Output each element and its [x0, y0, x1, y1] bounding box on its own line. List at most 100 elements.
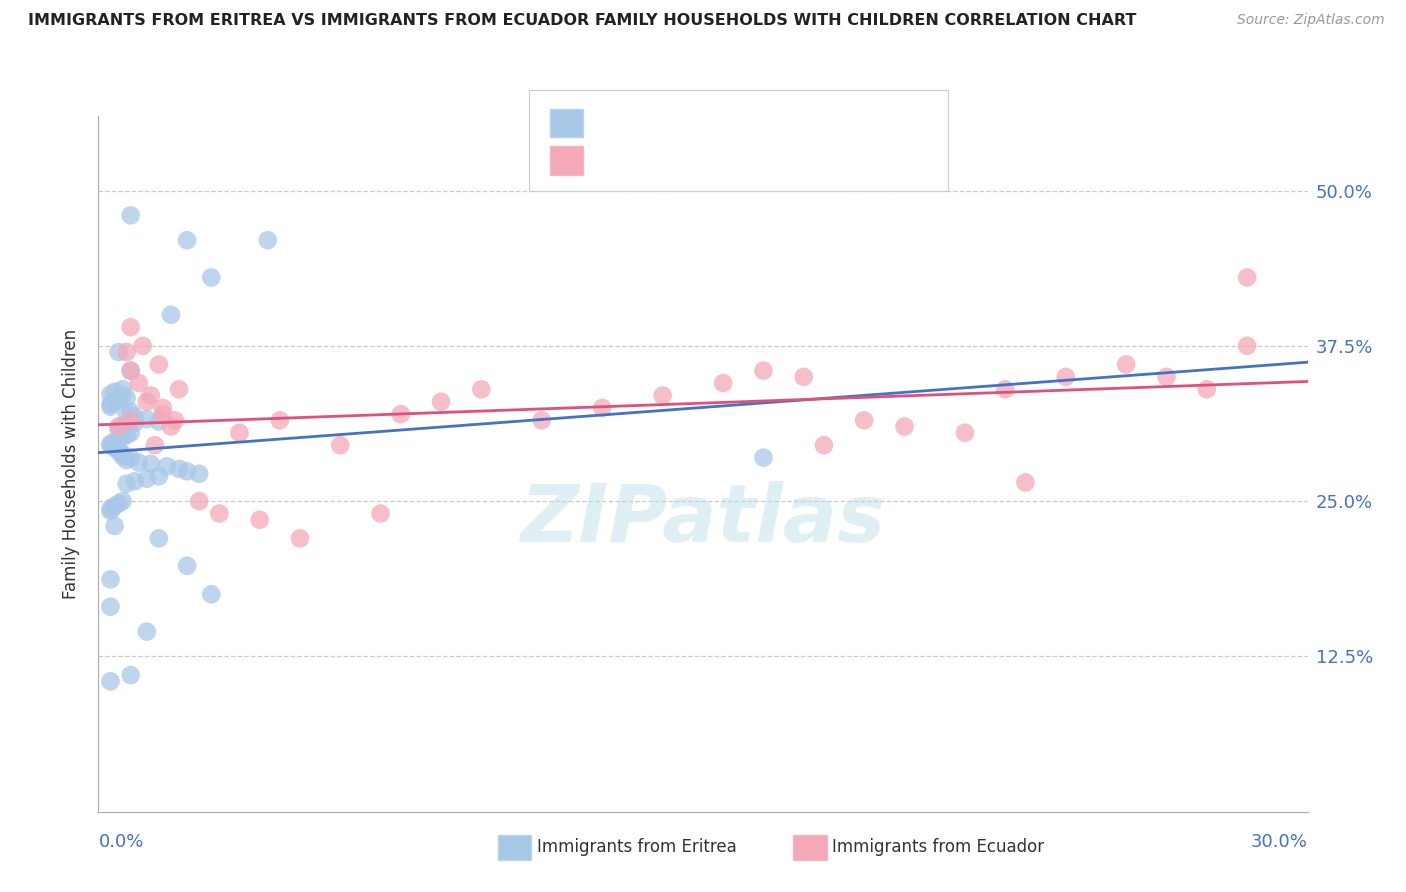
Point	[793, 369, 815, 384]
Point	[200, 587, 222, 601]
Point	[100, 599, 122, 614]
Text: IMMIGRANTS FROM ERITREA VS IMMIGRANTS FROM ECUADOR FAMILY HOUSEHOLDS WITH CHILDR: IMMIGRANTS FROM ERITREA VS IMMIGRANTS FR…	[28, 13, 1136, 29]
Point	[176, 233, 198, 247]
Point	[120, 668, 142, 682]
Point	[120, 364, 142, 378]
Point	[103, 394, 125, 409]
Point	[120, 208, 142, 222]
Point	[135, 472, 157, 486]
Point	[111, 447, 134, 461]
Point	[115, 476, 138, 491]
Text: ZIPatlas: ZIPatlas	[520, 481, 886, 558]
Point	[120, 405, 142, 419]
Point	[160, 308, 183, 322]
Point	[470, 382, 492, 396]
Point	[120, 364, 142, 378]
Point	[100, 504, 122, 518]
Point	[591, 401, 613, 415]
Text: 0.0%: 0.0%	[98, 833, 143, 851]
Point	[128, 376, 150, 390]
Point	[100, 501, 122, 516]
Point	[1054, 369, 1077, 384]
Point	[100, 674, 122, 689]
Point	[124, 416, 146, 430]
Point	[143, 438, 166, 452]
Point	[107, 392, 129, 407]
Point	[1195, 382, 1218, 396]
Point	[107, 345, 129, 359]
Point	[139, 457, 162, 471]
Point	[160, 419, 183, 434]
Text: Immigrants from Eritrea: Immigrants from Eritrea	[537, 838, 737, 856]
Point	[135, 624, 157, 639]
Point	[107, 497, 129, 511]
Point	[111, 494, 134, 508]
Point	[1156, 369, 1178, 384]
Point	[107, 422, 129, 436]
Text: 30.0%: 30.0%	[1251, 833, 1308, 851]
Point	[100, 397, 122, 411]
Text: N =: N =	[714, 152, 766, 169]
Point	[152, 407, 174, 421]
Point	[148, 532, 170, 546]
Point	[115, 417, 138, 431]
Text: 0.433: 0.433	[628, 151, 696, 170]
Point	[256, 233, 278, 247]
Point	[813, 438, 835, 452]
Text: N =: N =	[714, 114, 766, 132]
Point	[135, 394, 157, 409]
Point	[103, 441, 125, 455]
Point	[111, 419, 134, 434]
Point	[994, 382, 1017, 396]
Point	[107, 444, 129, 458]
Point	[120, 320, 142, 334]
Point	[100, 438, 122, 452]
Y-axis label: Family Households with Children: Family Households with Children	[62, 329, 80, 599]
Point	[530, 413, 553, 427]
Point	[111, 388, 134, 402]
Point	[288, 532, 311, 546]
Point	[135, 412, 157, 426]
Point	[893, 419, 915, 434]
Point	[100, 437, 122, 451]
Point	[120, 413, 142, 427]
Point	[148, 415, 170, 429]
Point	[167, 462, 190, 476]
Point	[100, 400, 122, 414]
Point	[953, 425, 976, 440]
Point	[111, 429, 134, 443]
Point	[329, 438, 352, 452]
Point	[208, 507, 231, 521]
Point	[853, 413, 876, 427]
Text: R =: R =	[591, 152, 630, 169]
Point	[128, 456, 150, 470]
Point	[752, 364, 775, 378]
Point	[103, 434, 125, 449]
Point	[132, 339, 155, 353]
Point	[163, 413, 186, 427]
Point	[111, 450, 134, 464]
Text: Source: ZipAtlas.com: Source: ZipAtlas.com	[1237, 13, 1385, 28]
Point	[103, 519, 125, 533]
Point	[1236, 270, 1258, 285]
Point	[370, 507, 392, 521]
Point	[228, 425, 250, 440]
Point	[124, 409, 146, 424]
Point	[107, 419, 129, 434]
Point	[1236, 339, 1258, 353]
Point	[103, 384, 125, 399]
Point	[103, 499, 125, 513]
Point	[111, 382, 134, 396]
Point	[176, 558, 198, 573]
Point	[148, 469, 170, 483]
Text: 64: 64	[766, 113, 793, 133]
Point	[188, 494, 211, 508]
Point	[188, 467, 211, 481]
Point	[115, 407, 138, 421]
Point	[269, 413, 291, 427]
Point	[139, 388, 162, 402]
Point	[711, 376, 734, 390]
Point	[115, 428, 138, 442]
Point	[107, 432, 129, 446]
Point	[115, 391, 138, 405]
